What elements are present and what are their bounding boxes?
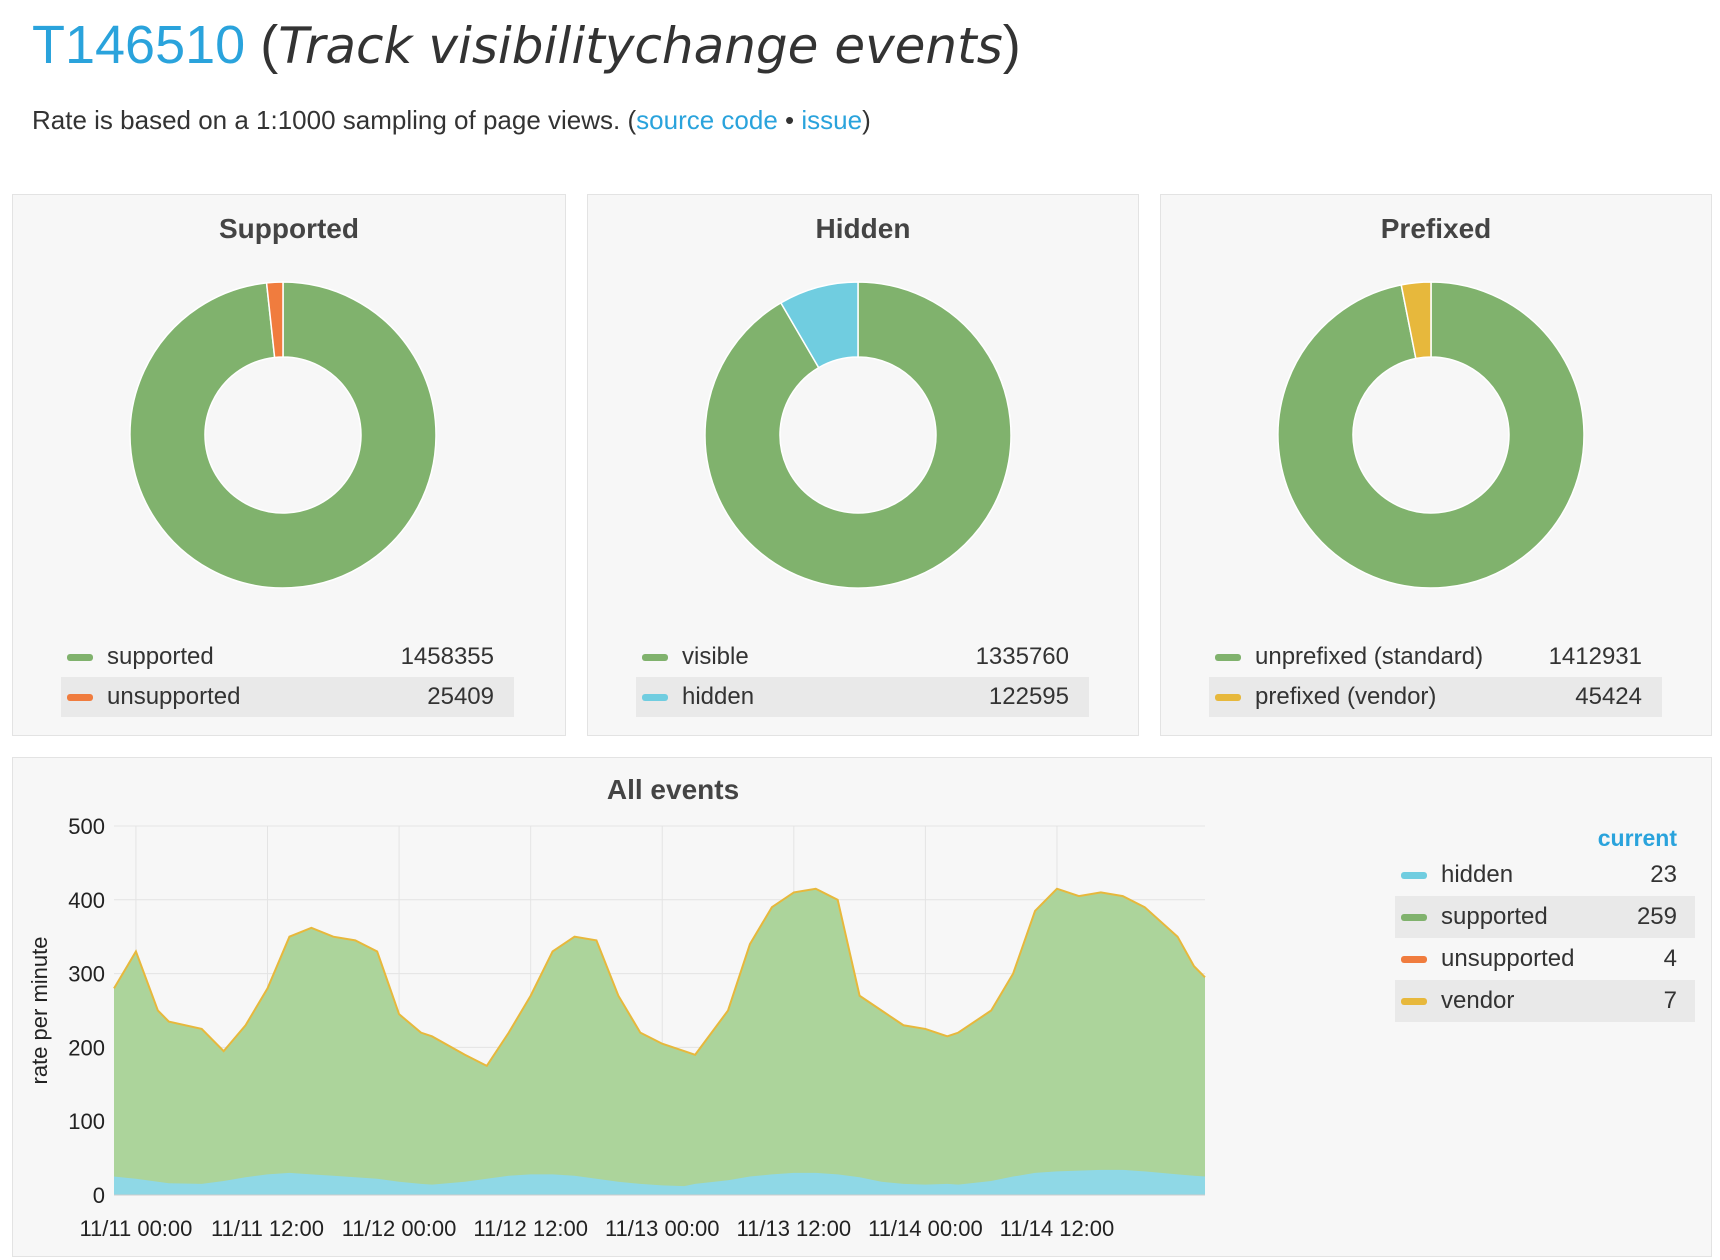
- x-tick-label: 11/14 12:00: [1000, 1216, 1115, 1241]
- title-paren-close: ): [1002, 15, 1021, 75]
- legend-row-prefixed[interactable]: prefixed (vendor) 45424: [1209, 677, 1662, 717]
- swatch-prefixed: [1215, 693, 1241, 701]
- all-events-chart: 0 100 200 300 400 500 11/11 00:00 11/11 12:00 11…: [27, 814, 1206, 1241]
- subtitle-close: ): [862, 105, 871, 135]
- supported-panel: Supported supported 1458355 unsupported 25…: [12, 194, 566, 736]
- prefixed-donut: [1277, 281, 1585, 589]
- legend-label: vendor: [1441, 987, 1515, 1014]
- x-tick-label: 11/12 12:00: [473, 1216, 588, 1241]
- swatch-hidden: [1401, 871, 1427, 879]
- prefixed-legend: unprefixed (standard) 1412931 prefixed (v…: [1209, 637, 1662, 717]
- legend-value: 1412931: [1548, 643, 1642, 670]
- slice-supported: [129, 281, 437, 589]
- x-tick-label: 11/11 00:00: [79, 1216, 192, 1241]
- y-tick-label: 100: [68, 1109, 105, 1134]
- x-tick-label: 11/12 00:00: [342, 1216, 457, 1241]
- swatch-visible: [642, 653, 668, 661]
- hidden-donut: [704, 281, 1012, 589]
- y-tick-label: 500: [68, 814, 105, 839]
- slice-unsupported: [265, 281, 284, 359]
- issue-link[interactable]: issue: [801, 105, 863, 135]
- prefixed-title: Prefixed: [1380, 213, 1492, 244]
- y-tick-label: 300: [68, 962, 105, 987]
- legend-label: supported: [107, 643, 214, 670]
- legend-value: 45424: [1575, 683, 1642, 710]
- legend-value: 1458355: [400, 643, 494, 670]
- legend-value: 7: [1663, 987, 1677, 1014]
- y-tick-label: 0: [93, 1183, 105, 1208]
- x-tick-label: 11/11 12:00: [211, 1216, 324, 1241]
- series-hidden-area: [114, 1169, 1205, 1195]
- legend-value: 122595: [988, 683, 1069, 710]
- current-legend: current hidden 23 supported 259 unsupporte…: [1395, 822, 1695, 1022]
- legend-value: 1335760: [975, 643, 1069, 670]
- legend-label: unsupported: [1441, 945, 1575, 972]
- x-tick-label: 11/14 00:00: [868, 1216, 983, 1241]
- supported-legend: supported 1458355 unsupported 25409: [61, 637, 514, 717]
- all-events-title: All events: [606, 774, 740, 805]
- page-subtitle: Rate is based on a 1:1000 sampling of pa…: [32, 105, 1692, 136]
- swatch-unsupported: [67, 693, 93, 701]
- swatch-vendor: [1401, 997, 1427, 1005]
- prefixed-panel: Prefixed unprefixed (standard) 1412931 pr…: [1160, 194, 1712, 736]
- source-code-link[interactable]: source code: [636, 105, 778, 135]
- link-separator: •: [777, 105, 802, 135]
- page-header: T146510 (Track visibilitychange events) …: [32, 6, 1692, 136]
- page-title: T146510 (Track visibilitychange events): [32, 6, 1692, 85]
- slice-hidden: [779, 281, 859, 369]
- supported-donut: [129, 281, 437, 589]
- legend-row-supported[interactable]: supported 1458355: [61, 637, 514, 677]
- legend-row-hidden[interactable]: hidden 122595: [636, 677, 1089, 717]
- legend-label: prefixed (vendor): [1255, 683, 1437, 710]
- current-header: current: [1597, 825, 1677, 851]
- all-events-panel: 0 100 200 300 400 500 11/11 00:00 11/11 12:00 11…: [12, 757, 1712, 1257]
- legend-row-vendor[interactable]: vendor 7: [1395, 980, 1695, 1022]
- swatch-unsupported: [1401, 955, 1427, 963]
- title-paren-open: (: [260, 15, 279, 75]
- legend-value: 25409: [427, 683, 494, 710]
- legend-value: 23: [1650, 861, 1677, 888]
- task-name: Track visibilitychange events: [278, 17, 1003, 75]
- swatch-supported: [1401, 913, 1427, 921]
- hidden-title: Hidden: [815, 213, 911, 244]
- hidden-panel: Hidden visible 1335760 hidden 122595: [587, 194, 1139, 736]
- legend-label: hidden: [682, 683, 755, 710]
- slice-visible: [704, 281, 1012, 589]
- x-tick-label: 11/13 00:00: [605, 1216, 720, 1241]
- legend-row-supported[interactable]: supported 259: [1395, 896, 1695, 938]
- subtitle-text: Rate is based on a 1:1000 sampling of pa…: [32, 105, 637, 135]
- legend-label: unsupported: [107, 683, 241, 710]
- swatch-supported: [67, 653, 93, 661]
- y-tick-label: 400: [68, 888, 105, 913]
- supported-title: Supported: [219, 213, 359, 244]
- legend-row-unsupported[interactable]: unsupported 4: [1395, 938, 1695, 980]
- series-supported-area: [114, 888, 1205, 1195]
- legend-row-unsupported[interactable]: unsupported 25409: [61, 677, 514, 717]
- swatch-hidden: [642, 693, 668, 701]
- swatch-unprefixed: [1215, 653, 1241, 661]
- slice-prefixed-vendor: [1400, 281, 1432, 360]
- y-tick-label: 200: [68, 1035, 105, 1060]
- task-link[interactable]: T146510: [32, 15, 246, 75]
- legend-label: supported: [1441, 903, 1548, 930]
- legend-value: 259: [1636, 903, 1677, 930]
- legend-row-unprefixed[interactable]: unprefixed (standard) 1412931: [1209, 637, 1662, 677]
- legend-value: 4: [1663, 945, 1677, 972]
- x-tick-label: 11/13 12:00: [737, 1216, 852, 1241]
- hidden-legend: visible 1335760 hidden 122595: [636, 637, 1089, 717]
- y-axis-label: rate per minute: [27, 937, 52, 1085]
- legend-row-visible[interactable]: visible 1335760: [636, 637, 1089, 677]
- legend-label: unprefixed (standard): [1255, 643, 1484, 670]
- legend-label: visible: [682, 643, 749, 670]
- slice-unprefixed-standard: [1277, 281, 1585, 589]
- legend-row-hidden[interactable]: hidden 23: [1395, 854, 1695, 896]
- legend-label: hidden: [1441, 861, 1514, 888]
- series-vendor-line: [113, 887, 1206, 1068]
